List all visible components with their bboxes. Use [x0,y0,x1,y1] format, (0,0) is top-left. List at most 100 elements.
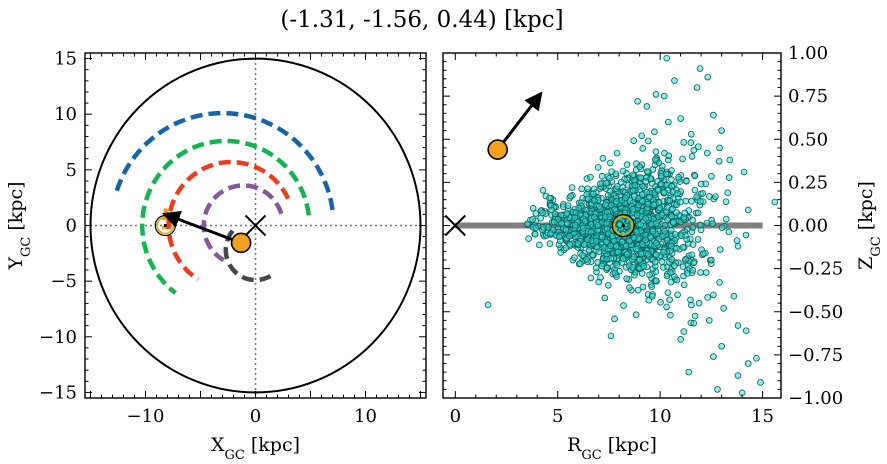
x-axis-label: RGC [kpc] [567,434,657,463]
star-point [616,221,623,228]
star-point [633,245,640,253]
star-point [740,168,748,176]
star-point [634,286,642,294]
star-point [659,264,667,271]
star-point [644,250,652,258]
star-point [603,238,610,246]
star-point [689,216,696,224]
star-point [685,368,693,376]
star-point [632,311,640,319]
y-axis-label: ZGC [kpc] [855,181,884,270]
star-point [682,197,690,205]
star-point [531,230,539,238]
star-point [720,304,727,312]
star-point [718,127,725,134]
star-point [635,256,643,264]
star-point [596,180,604,188]
star-point [694,236,702,243]
x-tick-label: 10 [649,406,672,427]
star-point [603,255,611,263]
star-point [646,271,653,279]
star-point [666,296,673,304]
star-point [668,176,675,183]
star-point [664,289,672,296]
star-point [734,322,742,329]
star-point [617,179,625,186]
star-point [615,248,622,256]
star-point [574,240,582,247]
star-point [598,172,606,180]
star-point [718,224,726,231]
star-point [584,185,591,192]
star-point [639,145,647,152]
x-axis-label-unit: [kpc] [602,434,657,456]
galactic-center-marker [444,214,466,237]
star-point [587,274,595,282]
star-point [679,263,687,271]
star-point [653,251,660,259]
star-point [532,224,540,232]
star-point [598,233,606,241]
star-point [575,204,583,212]
star-point [687,130,695,138]
plot-area [444,54,779,397]
star-point [726,156,734,164]
star-point [576,260,584,267]
star-point [591,213,598,221]
star-point [652,277,660,285]
sun-center-dot [163,223,167,228]
star-point [753,355,760,362]
star-point [529,216,536,223]
star-point [529,204,537,212]
x-tick-label: −10 [127,406,165,427]
x-tick-label: 0 [450,406,461,427]
x-axis-label-sub: GC [225,448,245,463]
star-point [708,256,715,264]
star-point [680,328,688,335]
star-point [648,283,656,290]
spiral-arm-2 [166,159,291,282]
star-point [683,177,690,185]
star-point [668,256,675,263]
y-axis-label-unit: [kpc] [855,181,877,236]
star-point [630,234,638,242]
star-point [734,372,742,379]
star-point [680,281,688,289]
object-marker [487,139,508,160]
x-axis-label: XGC [kpc] [211,434,300,463]
star-point [564,220,571,227]
right-ticks [443,52,781,399]
star-point [646,194,653,201]
star-point [567,192,574,200]
star-point [722,198,730,205]
star-point [557,249,565,256]
star-point [550,218,558,226]
star-point [657,180,665,188]
star-point [677,115,684,122]
x-axis-label-sub: GC [581,448,601,463]
star-point [606,174,613,182]
star-point [706,317,713,324]
y-tick-label: 0.25 [788,172,828,193]
star-point [663,54,670,62]
star-point [603,220,610,227]
x-tick-label: 15 [751,406,774,427]
star-point [612,243,620,250]
star-point [607,159,614,167]
spiral-arm-3 [201,183,284,263]
star-point [614,183,621,190]
star-point [694,209,702,217]
y-tick-label: 5 [66,160,77,181]
star-point [704,73,711,81]
star-point [688,251,696,259]
star-point [710,291,717,299]
star-point [696,65,704,72]
star-point [642,215,649,222]
star-point [691,172,699,180]
y-axis-label: YGC [kpc] [5,181,34,270]
star-point [612,170,619,178]
star-point [690,146,698,154]
star-point [633,211,641,219]
star-point [562,226,570,234]
